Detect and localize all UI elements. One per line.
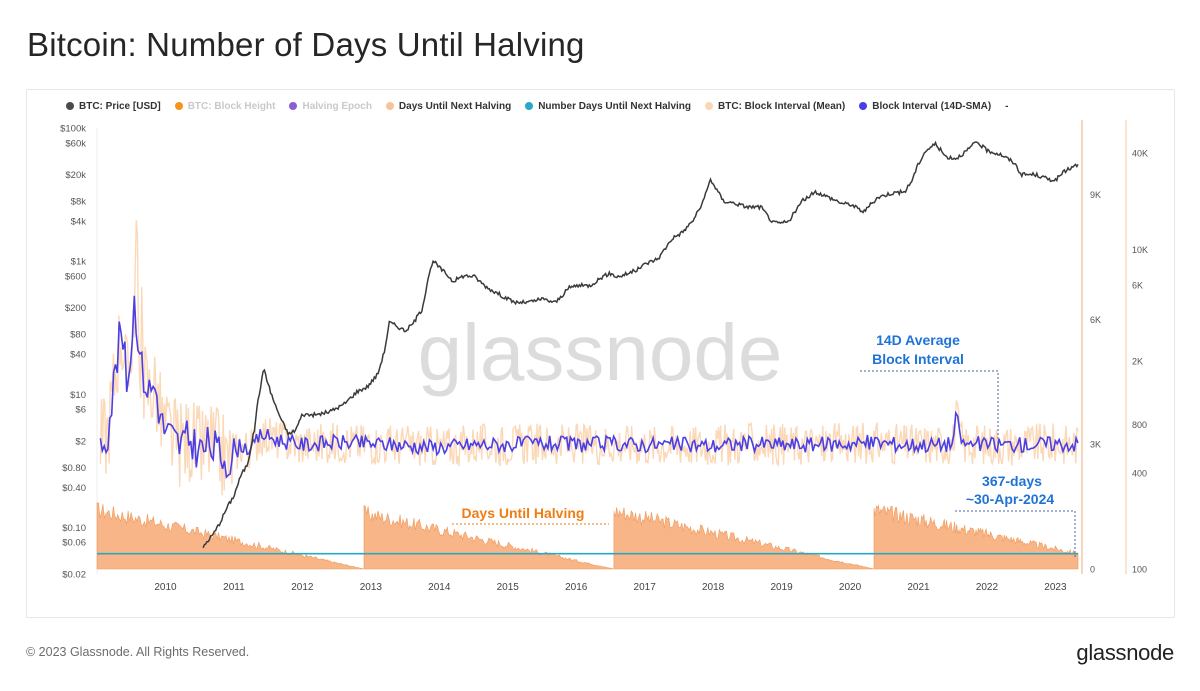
- annotation-avg-interval-line1: 14D Average: [876, 332, 960, 348]
- legend-item[interactable]: Halving Epoch: [289, 100, 372, 112]
- annotation-halving-date: ~30-Apr-2024: [966, 491, 1055, 507]
- price-line: [202, 140, 1079, 549]
- legend-dot-icon: [66, 102, 74, 110]
- x-tick-label: 2011: [223, 582, 245, 593]
- y-days-tick-label: 9K: [1090, 190, 1101, 200]
- x-tick-label: 2016: [565, 582, 588, 593]
- y-left-tick-label: $60k: [65, 138, 86, 149]
- block-interval-mean-line: [99, 220, 1079, 496]
- watermark: glassnode: [418, 308, 783, 397]
- y-left-tick-label: $2: [75, 436, 86, 447]
- legend-label: Days Until Next Halving: [398, 100, 512, 112]
- page-title: Bitcoin: Number of Days Until Halving: [27, 26, 585, 63]
- y-days-tick-label: 6K: [1090, 315, 1101, 325]
- y-left-tick-label: $6: [75, 405, 86, 416]
- legend-label: Block Interval (14D-SMA): [872, 100, 992, 112]
- y-right-tick-label: 10K: [1132, 245, 1148, 255]
- y-right-tick-label: 6K: [1132, 280, 1143, 290]
- legend-item[interactable]: BTC: Block Interval (Mean): [705, 101, 845, 112]
- y-left-tick-label: $0.10: [62, 523, 86, 534]
- chart-legend: BTC: Price [USD] BTC: Block Height Halving…: [66, 99, 1009, 113]
- y-right-tick-label: 2K: [1132, 357, 1143, 367]
- legend-item[interactable]: BTC: Block Height: [174, 100, 276, 112]
- y-days-tick-label: 0: [1090, 565, 1095, 575]
- footer-copyright: © 2023 Glassnode. All Rights Reserved.: [26, 645, 250, 659]
- y-right-tick-label: 40K: [1132, 149, 1148, 159]
- x-tick-label: 2018: [702, 582, 725, 593]
- annotation-halving-days: 367-days: [982, 473, 1042, 489]
- legend-label: BTC: Block Interval (Mean): [718, 100, 846, 112]
- days-until-halving-area: [96, 502, 365, 570]
- footer-logo[interactable]: glassnode: [1076, 640, 1174, 665]
- legend-item[interactable]: Days Until Next Halving: [385, 100, 512, 112]
- y-left-tick-label: $4k: [71, 217, 87, 228]
- x-tick-label: 2013: [360, 582, 383, 593]
- y-left-tick-label: $0.02: [62, 570, 86, 581]
- y-right-tick-label: 400: [1132, 468, 1147, 478]
- x-tick-label: 2017: [634, 582, 657, 593]
- x-tick-label: 2010: [154, 582, 177, 593]
- y-left-tick-label: $100k: [60, 124, 86, 135]
- y-left-tick-label: $0.06: [62, 538, 86, 549]
- y-left-tick-label: $80: [70, 330, 86, 341]
- legend-dot-icon: [525, 102, 534, 110]
- annotation-days-until-halving: Days Until Halving: [462, 505, 585, 521]
- block-interval-sma-line: [99, 295, 1079, 479]
- days-until-halving-area: [873, 504, 1079, 570]
- y-left-tick-label: $10: [70, 390, 86, 401]
- y-left-tick-label: $40: [70, 350, 86, 361]
- legend-label: Number Days Until Next Halving: [538, 100, 691, 112]
- y-left-tick-label: $8k: [71, 197, 87, 208]
- x-tick-label: 2023: [1044, 582, 1067, 593]
- legend-label: BTC: Price [USD]: [79, 100, 161, 112]
- y-left-tick-label: $0.80: [62, 463, 86, 474]
- legend-label: Halving Epoch: [302, 100, 372, 112]
- y-left-tick-label: $0.40: [62, 483, 86, 494]
- x-tick-label: 2022: [976, 582, 999, 593]
- y-left-tick-label: $200: [65, 303, 86, 314]
- y-right-tick-label: 100: [1132, 565, 1147, 575]
- y-days-tick-label: 3K: [1090, 440, 1101, 450]
- y-right-tick-label: 800: [1132, 420, 1147, 430]
- x-tick-label: 2021: [907, 582, 930, 593]
- annotation-halving-leader: [955, 510, 1076, 557]
- y-left-tick-label: $600: [65, 271, 86, 282]
- annotation-avg-interval-leader: [860, 370, 999, 446]
- legend-label: BTC: Block Height: [187, 100, 276, 112]
- y-left-tick-label: $20k: [65, 170, 86, 181]
- legend-dot-icon: [289, 102, 298, 110]
- x-tick-label: 2015: [497, 582, 520, 593]
- legend-dot-icon: [385, 102, 394, 110]
- x-tick-label: 2014: [428, 582, 451, 593]
- y-left-tick-label: $1k: [71, 257, 87, 268]
- x-tick-label: 2020: [839, 582, 862, 593]
- legend-dot-icon: [174, 102, 183, 110]
- legend-dot-icon: [859, 102, 868, 110]
- days-until-halving-area: [613, 507, 875, 570]
- legend-more[interactable]: -: [1005, 100, 1009, 112]
- legend-item[interactable]: BTC: Price [USD]: [66, 101, 161, 112]
- legend-item[interactable]: Block Interval (14D-SMA): [859, 101, 991, 112]
- x-tick-label: 2019: [770, 582, 793, 593]
- legend-dot-icon: [705, 102, 713, 110]
- legend-item[interactable]: Number Days Until Next Halving: [525, 101, 691, 112]
- chart-frame: [26, 89, 1175, 618]
- x-tick-label: 2012: [291, 582, 314, 593]
- annotation-avg-interval-line2: Block Interval: [872, 351, 964, 367]
